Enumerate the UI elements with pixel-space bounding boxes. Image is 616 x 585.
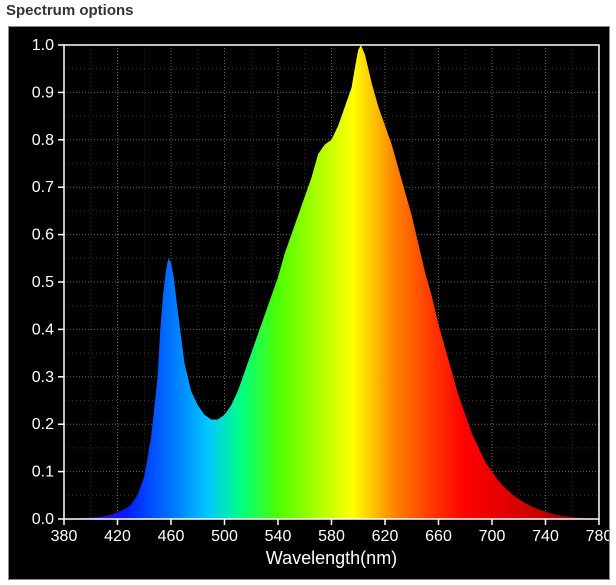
x-tick-label: 500 — [211, 528, 238, 545]
y-tick-label: 0.0 — [32, 511, 54, 528]
x-tick-label: 580 — [318, 528, 345, 545]
x-tick-label: 420 — [104, 528, 131, 545]
x-tick-label: 660 — [425, 528, 452, 545]
x-tick-label: 540 — [265, 528, 292, 545]
y-tick-label: 0.8 — [32, 132, 54, 149]
y-tick-label: 0.3 — [32, 369, 54, 386]
y-tick-label: 0.6 — [32, 227, 54, 244]
x-tick-label: 380 — [51, 528, 78, 545]
y-tick-label: 0.4 — [32, 321, 54, 338]
x-tick-label: 620 — [372, 528, 399, 545]
chart-svg: 380 420 460 500 540 580 620 660 700 740 780 Wavelen… — [9, 27, 609, 579]
x-tick-label: 700 — [479, 528, 506, 545]
y-tick-label: 0.5 — [32, 274, 54, 291]
x-tick-label: 460 — [158, 528, 185, 545]
spectrum-chart: 380 420 460 500 540 580 620 660 700 740 780 Wavelen… — [8, 26, 610, 580]
x-axis-label: Wavelength(nm) — [266, 548, 397, 568]
y-tick-label: 0.1 — [32, 464, 54, 481]
x-tick-label: 780 — [586, 528, 609, 545]
y-tick-label: 0.9 — [32, 84, 54, 101]
page-title: Spectrum options — [6, 2, 134, 19]
y-tick-label: 0.7 — [32, 179, 54, 196]
y-tick-label: 0.2 — [32, 416, 54, 433]
y-tick-label: 1.0 — [32, 37, 54, 54]
x-tick-label: 740 — [532, 528, 559, 545]
